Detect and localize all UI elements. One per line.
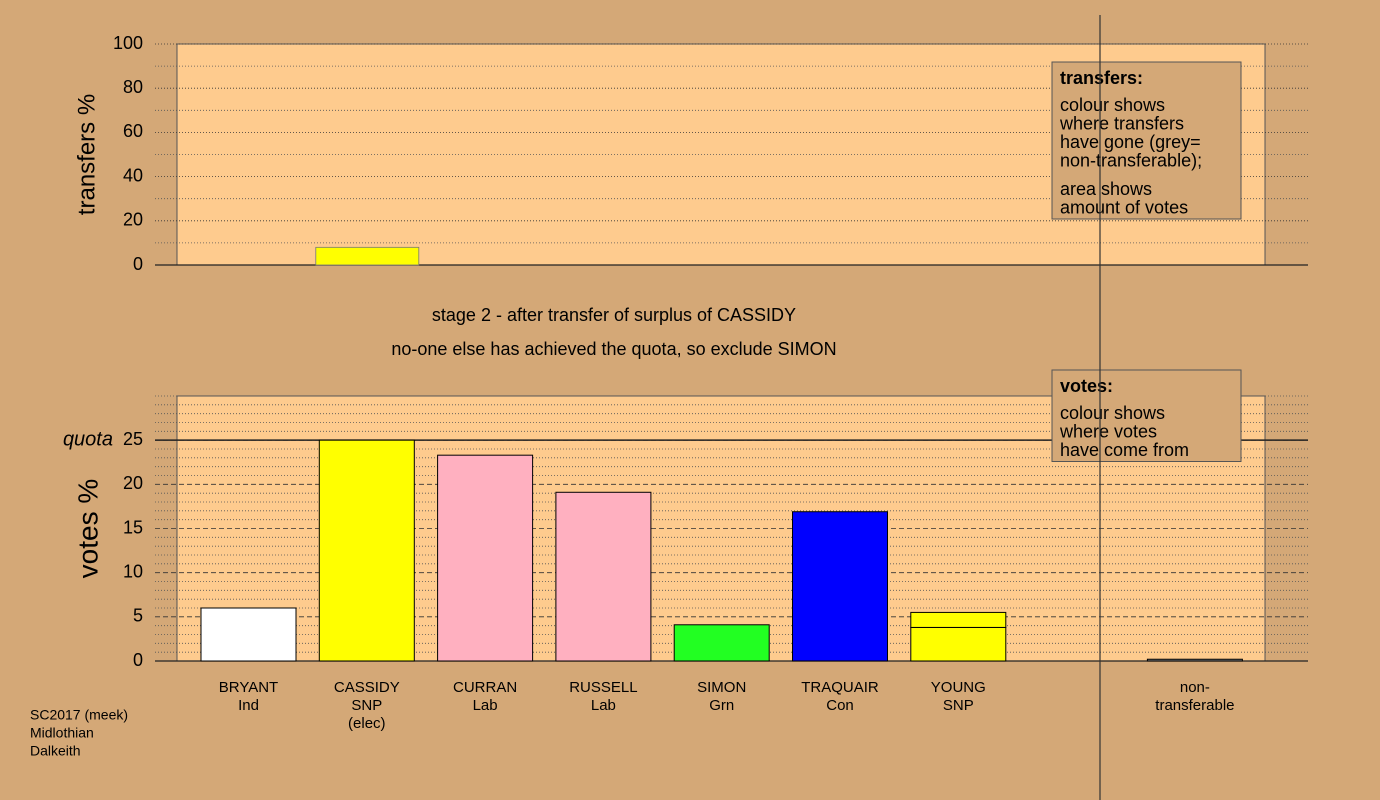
vote-bar [910,626,1007,662]
vote-bar [200,607,297,662]
y-tick-label: 10 [123,561,143,581]
legend-text: colour shows [1060,95,1165,115]
x-tick-label: SNP [943,697,974,714]
y-tick-label: 40 [123,165,143,185]
y-tick-label: 80 [123,77,143,97]
footer-text: Midlothian [30,725,94,741]
legend-box [1051,61,1242,220]
y-tick-label: 100 [113,33,143,53]
y-tick-label: 20 [123,473,143,493]
x-tick-label: CASSIDY [334,679,400,696]
x-tick-label: Grn [709,697,734,714]
x-tick-label: RUSSELL [569,679,637,696]
vote-bar [555,491,652,662]
y-tick-label: 5 [133,606,143,626]
x-tick-label: SIMON [697,679,746,696]
legend-text: colour shows [1060,403,1165,423]
x-tick-label: (elec) [348,715,386,732]
x-tick-label: Ind [238,697,259,714]
y-tick-label: 15 [123,517,143,537]
legend-box [1051,369,1242,462]
vote-bar [318,439,415,662]
x-tick-label: CURRAN [453,679,517,696]
vote-bar [1146,658,1243,662]
legend-title: transfers: [1060,68,1143,88]
x-tick-label: Con [826,697,854,714]
transfer-bar [315,246,420,266]
x-tick-label: YOUNG [931,679,986,696]
vote-bar [792,511,888,662]
x-tick-label: transferable [1155,697,1234,714]
y-tick-label: 20 [123,210,143,230]
quota-label: quota [63,428,113,450]
stage-text: stage 2 - after transfer of surplus of C… [432,305,796,325]
x-tick-label: TRAQUAIR [801,679,879,696]
legend-text: where transfers [1059,113,1184,133]
vote-bar [910,611,1007,628]
legend-text: amount of votes [1060,197,1188,217]
legend-text: non-transferable); [1060,150,1202,170]
x-tick-label: Lab [473,697,498,714]
legend-text: have come from [1060,440,1189,460]
x-tick-label: non- [1180,679,1210,696]
y-tick-label: 60 [123,121,143,141]
legend-text: have gone (grey= [1060,132,1201,152]
y-tick-label: 25 [123,429,143,449]
y-axis-title: transfers % [73,94,100,215]
y-axis-title: votes % [72,479,103,579]
x-tick-label: Lab [591,697,616,714]
vote-bar [673,624,770,662]
x-tick-label: SNP [351,697,382,714]
stage-text: no-one else has achieved the quota, so e… [391,339,836,359]
y-tick-label: 0 [133,650,143,670]
legend-text: where votes [1059,421,1157,441]
x-tick-label: BRYANT [219,679,278,696]
legend-text: area shows [1060,179,1152,199]
footer-text: SC2017 (meek) [30,707,128,723]
legend-title: votes: [1060,376,1113,396]
y-tick-label: 0 [133,254,143,274]
vote-bar [437,454,534,662]
footer-text: Dalkeith [30,743,81,759]
